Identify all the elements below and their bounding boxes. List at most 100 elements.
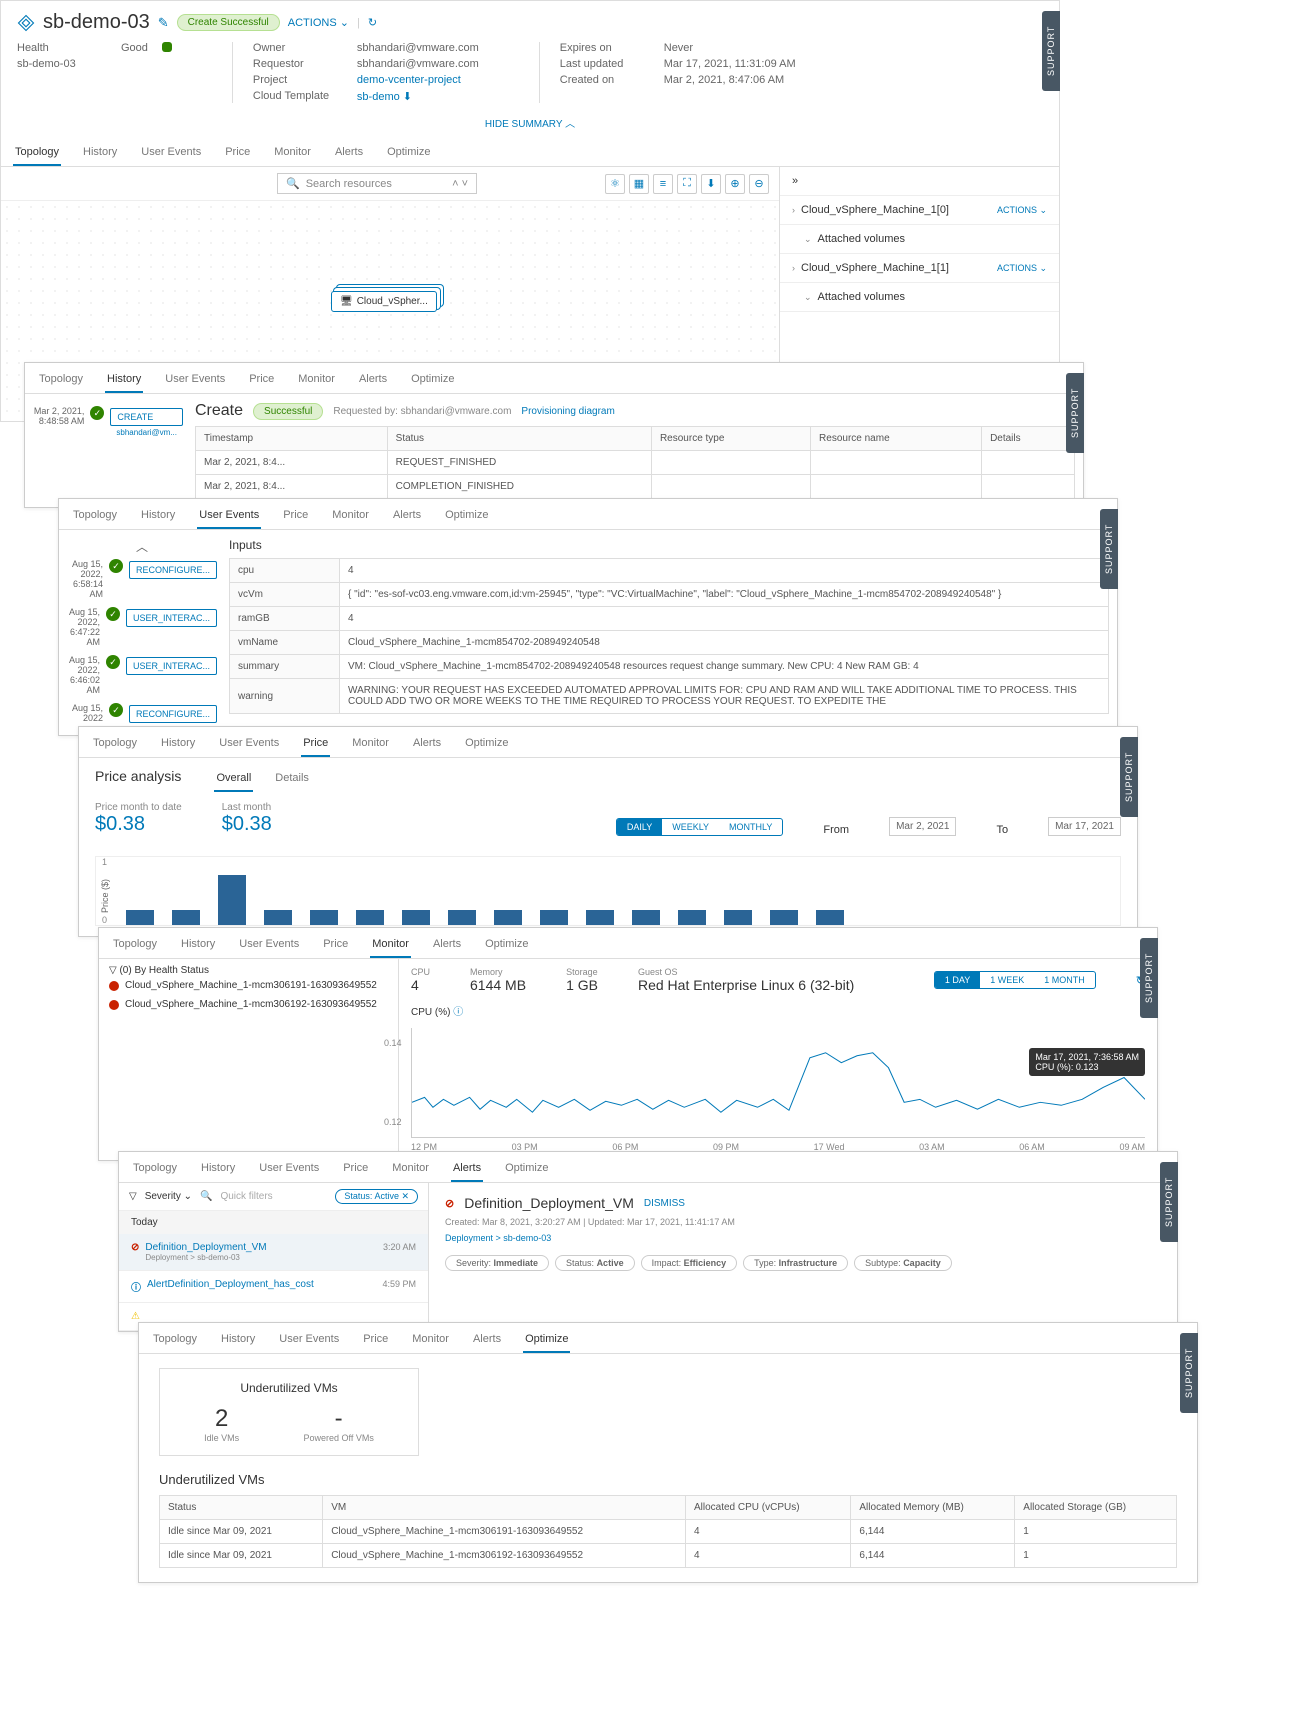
event-user-link[interactable]: sbhandari@vm... <box>110 426 183 439</box>
range-monthly[interactable]: MONTHLY <box>719 819 782 835</box>
range-weekly[interactable]: WEEKLY <box>662 819 719 835</box>
actions-dropdown[interactable]: ACTIONS ⌄ <box>288 16 349 29</box>
support-tab[interactable]: SUPPORT <box>1120 737 1138 817</box>
tab-alerts[interactable]: Alerts <box>357 369 389 393</box>
tab-user-events[interactable]: User Events <box>217 733 281 757</box>
range-1week[interactable]: 1 WEEK <box>980 972 1034 988</box>
rp-sub-item[interactable]: ⌄Attached volumes <box>780 225 1059 254</box>
tab-topology[interactable]: Topology <box>111 934 159 958</box>
tab-price[interactable]: Price <box>223 142 252 166</box>
tab-monitor[interactable]: Monitor <box>296 369 337 393</box>
tab-price[interactable]: Price <box>301 733 330 757</box>
refresh-icon[interactable]: ↻ <box>368 16 377 29</box>
tb-fit-icon[interactable]: ⛶ <box>677 174 697 194</box>
tab-history[interactable]: History <box>159 733 197 757</box>
filter-icon[interactable]: ▽ (0) By Health Status <box>109 965 388 976</box>
rp-sub-item[interactable]: ⌄Attached volumes <box>780 283 1059 312</box>
tab-topology[interactable]: Topology <box>91 733 139 757</box>
tab-topology[interactable]: Topology <box>131 1158 179 1182</box>
tab-price[interactable]: Price <box>341 1158 370 1182</box>
tab-alerts[interactable]: Alerts <box>471 1329 503 1353</box>
severity-dropdown[interactable]: Severity ⌄ <box>145 1191 192 1202</box>
provisioning-link[interactable]: Provisioning diagram <box>521 406 614 417</box>
edit-icon[interactable]: ✎ <box>158 15 169 31</box>
tab-optimize[interactable]: Optimize <box>463 733 510 757</box>
from-date-input[interactable]: Mar 2, 2021 <box>889 817 956 836</box>
event-create-button[interactable]: CREATE <box>110 408 183 426</box>
tab-alerts[interactable]: Alerts <box>391 505 423 529</box>
tab-price[interactable]: Price <box>281 505 310 529</box>
tab-history[interactable]: History <box>199 1158 237 1182</box>
tb-download-icon[interactable]: ⬇ <box>701 174 721 194</box>
tab-optimize[interactable]: Optimize <box>409 369 456 393</box>
rp-actions[interactable]: ACTIONS ⌄ <box>997 263 1047 274</box>
event-item[interactable]: Aug 15, 2022✓RECONFIGURE... <box>67 699 217 727</box>
tab-user-events[interactable]: User Events <box>197 505 261 529</box>
quick-filters[interactable]: Quick filters <box>220 1191 272 1202</box>
template-link[interactable]: sb-demo ⬇ <box>357 90 412 103</box>
dismiss-button[interactable]: DISMISS <box>644 1198 685 1209</box>
tab-history[interactable]: History <box>81 142 119 166</box>
tab-optimize[interactable]: Optimize <box>503 1158 550 1182</box>
range-1month[interactable]: 1 MONTH <box>1034 972 1095 988</box>
tab-monitor[interactable]: Monitor <box>272 142 313 166</box>
hide-summary-link[interactable]: HIDE SUMMARY ︿ <box>1 109 1059 136</box>
event-item[interactable]: Aug 15, 2022, 6:58:14 AM✓RECONFIGURE... <box>67 555 217 603</box>
support-tab[interactable]: SUPPORT <box>1100 509 1118 589</box>
tab-history[interactable]: History <box>219 1329 257 1353</box>
alert-breadcrumb[interactable]: Deployment > sb-demo-03 <box>445 1233 1161 1243</box>
tb-zoom-in-icon[interactable]: ⊕ <box>725 174 745 194</box>
alert-list-item[interactable]: ⓘAlertDefinition_Deployment_has_cost 4:5… <box>119 1271 428 1303</box>
tab-topology[interactable]: Topology <box>13 142 61 166</box>
alert-list-item[interactable]: ⊘Definition_Deployment_VMDeployment > sb… <box>119 1234 428 1271</box>
tb-zoom-out-icon[interactable]: ⊖ <box>749 174 769 194</box>
tab-history[interactable]: History <box>105 369 143 393</box>
search-input[interactable]: 🔍 Search resources˄ ˅ <box>277 173 477 194</box>
support-tab[interactable]: SUPPORT <box>1140 938 1158 1018</box>
to-date-input[interactable]: Mar 17, 2021 <box>1048 817 1121 836</box>
rp-item[interactable]: ›Cloud_vSphere_Machine_1[0]ACTIONS ⌄ <box>780 196 1059 225</box>
tab-optimize[interactable]: Optimize <box>483 934 530 958</box>
subtab-overall[interactable]: Overall <box>214 768 253 792</box>
tab-user-events[interactable]: User Events <box>277 1329 341 1353</box>
table-row[interactable]: Idle since Mar 09, 2021Cloud_vSphere_Mac… <box>160 1544 1177 1568</box>
range-daily[interactable]: DAILY <box>617 819 662 835</box>
rp-actions[interactable]: ACTIONS ⌄ <box>997 205 1047 216</box>
tab-history[interactable]: History <box>139 505 177 529</box>
vm-list-item[interactable]: Cloud_vSphere_Machine_1-mcm306191-163093… <box>109 976 388 995</box>
tab-monitor[interactable]: Monitor <box>410 1329 451 1353</box>
tab-topology[interactable]: Topology <box>71 505 119 529</box>
event-item[interactable]: Aug 15, 2022, 6:46:02 AM✓USER_INTERAC... <box>67 651 217 699</box>
tab-monitor[interactable]: Monitor <box>330 505 371 529</box>
tab-topology[interactable]: Topology <box>37 369 85 393</box>
tab-user-events[interactable]: User Events <box>237 934 301 958</box>
tab-alerts[interactable]: Alerts <box>451 1158 483 1182</box>
support-tab[interactable]: SUPPORT <box>1042 11 1060 91</box>
tab-topology[interactable]: Topology <box>151 1329 199 1353</box>
tab-user-events[interactable]: User Events <box>257 1158 321 1182</box>
topology-node[interactable]: 🖥 Cloud_vSpher... <box>331 291 437 312</box>
subtab-details[interactable]: Details <box>273 768 311 792</box>
tab-alerts[interactable]: Alerts <box>333 142 365 166</box>
support-tab[interactable]: SUPPORT <box>1180 1333 1198 1413</box>
rp-item[interactable]: ›Cloud_vSphere_Machine_1[1]ACTIONS ⌄ <box>780 254 1059 283</box>
tb-list-icon[interactable]: ≡ <box>653 174 673 194</box>
tab-user-events[interactable]: User Events <box>163 369 227 393</box>
tab-user-events[interactable]: User Events <box>139 142 203 166</box>
support-tab[interactable]: SUPPORT <box>1066 373 1084 453</box>
tab-optimize[interactable]: Optimize <box>385 142 432 166</box>
tab-alerts[interactable]: Alerts <box>431 934 463 958</box>
tab-optimize[interactable]: Optimize <box>443 505 490 529</box>
tb-grid-icon[interactable]: ▦ <box>629 174 649 194</box>
tab-alerts[interactable]: Alerts <box>411 733 443 757</box>
table-row[interactable]: Mar 2, 2021, 8:4...COMPLETION_FINISHED <box>196 475 1075 499</box>
support-tab[interactable]: SUPPORT <box>1160 1162 1178 1242</box>
tab-optimize[interactable]: Optimize <box>523 1329 570 1353</box>
tab-history[interactable]: History <box>179 934 217 958</box>
collapse-icon[interactable]: ︿ <box>67 538 217 555</box>
tab-monitor[interactable]: Monitor <box>350 733 391 757</box>
project-link[interactable]: demo-vcenter-project <box>357 74 461 86</box>
table-row[interactable]: Idle since Mar 09, 2021Cloud_vSphere_Mac… <box>160 1520 1177 1544</box>
rp-expand-icon[interactable]: » <box>780 167 1059 196</box>
tab-monitor[interactable]: Monitor <box>390 1158 431 1182</box>
